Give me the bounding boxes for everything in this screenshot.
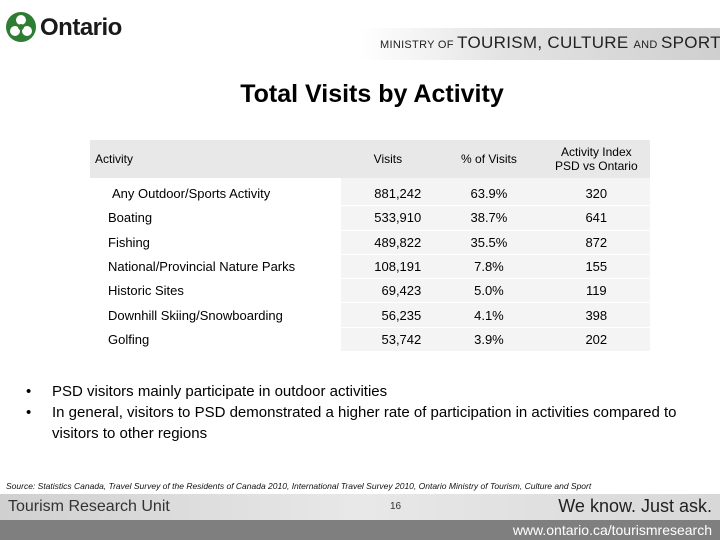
cell-pct: 5.0% <box>435 278 543 304</box>
bullet-item: • In general, visitors to PSD demonstrat… <box>26 402 706 444</box>
logo-text: Ontario <box>40 14 122 41</box>
header-index: Activity Index PSD vs Ontario <box>542 140 650 178</box>
cell-visits: 56,235 <box>340 302 436 328</box>
bullet-glyph: • <box>26 404 32 421</box>
ministry-name: MINISTRY OF TOURISM, CULTURE AND SPORT <box>380 33 720 52</box>
table-row: Any Outdoor/Sports Activity 881,242 63.9… <box>90 178 650 207</box>
cell-index: 202 <box>542 327 650 353</box>
cell-visits: 108,191 <box>340 254 436 280</box>
trillium-logo-icon <box>6 12 36 42</box>
footer-tagline: We know. Just ask. <box>558 496 712 516</box>
cell-visits: 881,242 <box>340 178 436 207</box>
source-note: Source: Statistics Canada, Travel Survey… <box>6 481 592 491</box>
header-index-line2: PSD vs Ontario <box>554 159 638 173</box>
cell-index: 320 <box>542 178 650 207</box>
cell-index: 119 <box>542 278 650 304</box>
cell-activity: Downhill Skiing/Snowboarding <box>90 302 341 328</box>
bullet-glyph: • <box>26 383 32 400</box>
cell-pct: 7.8% <box>435 254 543 280</box>
cell-visits: 53,742 <box>340 327 436 353</box>
cell-activity: Boating <box>90 205 341 231</box>
header: Ontario MINISTRY OF TOURISM, CULTURE AND… <box>0 0 720 70</box>
table-row: National/Provincial Nature Parks 108,191… <box>90 254 650 280</box>
bullet-text: PSD visitors mainly participate in outdo… <box>52 383 388 400</box>
page-number: 16 <box>390 501 402 512</box>
cell-activity: Historic Sites <box>90 278 341 304</box>
footer-url: www.ontario.ca/tourismresearch <box>512 522 712 538</box>
bullet-list: • PSD visitors mainly participate in out… <box>26 381 706 444</box>
cell-pct: 3.9% <box>435 327 543 353</box>
table-row: Downhill Skiing/Snowboarding 56,235 4.1%… <box>90 302 650 328</box>
cell-index: 398 <box>542 302 650 328</box>
footer-unit-name: Tourism Research Unit <box>8 498 170 515</box>
cell-pct: 38.7% <box>435 205 543 231</box>
url-band <box>0 520 720 540</box>
cell-index: 872 <box>542 230 650 255</box>
cell-visits: 69,423 <box>340 278 436 304</box>
ontario-logo: Ontario <box>4 8 122 48</box>
header-index-line1: Activity Index <box>560 145 632 159</box>
cell-activity: National/Provincial Nature Parks <box>90 254 341 280</box>
cell-pct: 63.9% <box>435 178 543 207</box>
cell-visits: 533,910 <box>340 205 436 231</box>
table-header-row: Activity Visits % of Visits Activity Ind… <box>90 140 650 178</box>
table-row: Boating 533,910 38.7% 641 <box>90 205 650 231</box>
cell-index: 641 <box>542 205 650 231</box>
header-activity: Activity <box>90 140 341 178</box>
ministry-band <box>360 28 720 60</box>
cell-activity: Golfing <box>90 327 341 353</box>
cell-activity: Fishing <box>90 230 341 255</box>
page-title: Total Visits by Activity <box>240 80 504 108</box>
bullet-text: In general, visitors to PSD demonstrated… <box>52 404 677 442</box>
table-row: Fishing 489,822 35.5% 872 <box>90 230 650 255</box>
cell-index: 155 <box>542 254 650 280</box>
activity-table: Activity Visits % of Visits Activity Ind… <box>90 140 650 353</box>
bullet-item: • PSD visitors mainly participate in out… <box>26 381 706 402</box>
header-visits: Visits <box>340 140 436 178</box>
cell-visits: 489,822 <box>340 230 436 255</box>
cell-pct: 35.5% <box>435 230 543 255</box>
footer-band <box>0 494 720 520</box>
cell-activity: Any Outdoor/Sports Activity <box>90 178 341 207</box>
table-row: Golfing 53,742 3.9% 202 <box>90 327 650 353</box>
cell-pct: 4.1% <box>435 302 543 328</box>
table-row: Historic Sites 69,423 5.0% 119 <box>90 278 650 304</box>
header-pct: % of Visits <box>435 140 543 178</box>
